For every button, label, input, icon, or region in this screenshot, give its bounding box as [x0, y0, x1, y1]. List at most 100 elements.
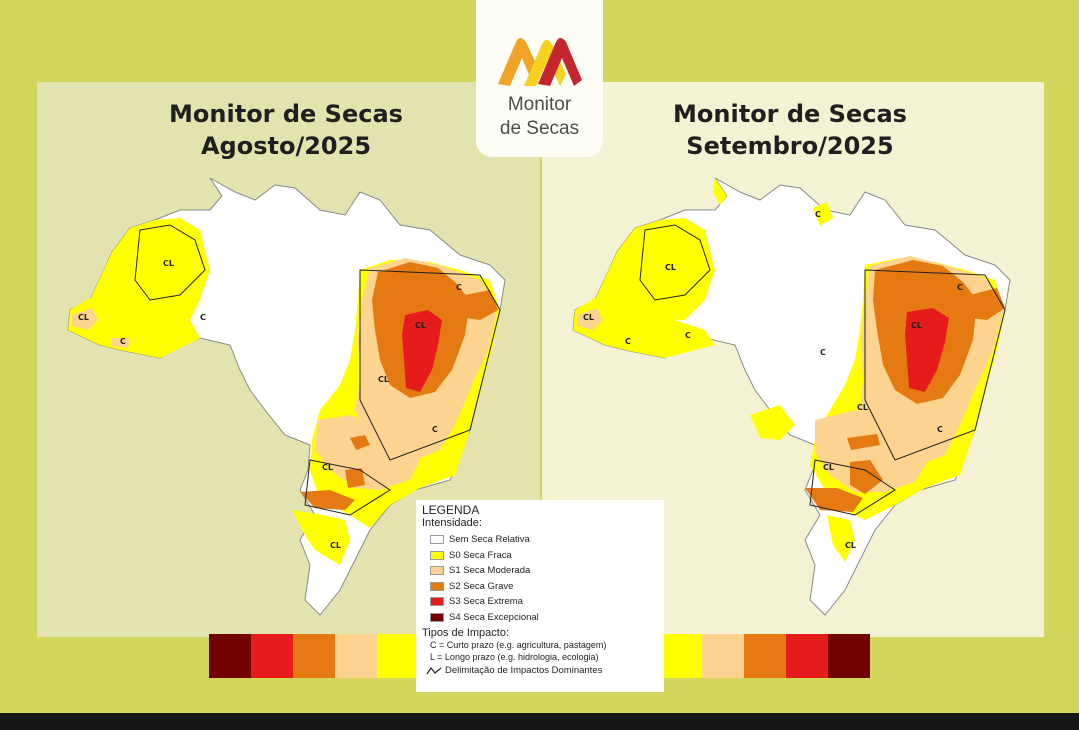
- impact-label-c: C: [200, 313, 206, 322]
- drought-s0-southwest: [750, 405, 795, 440]
- drought-s2-central-2: [345, 468, 365, 488]
- legend-label: S2 Seca Grave: [449, 580, 514, 592]
- legend-delimitation: Delimitação de Impactos Dominantes: [426, 665, 658, 676]
- legend-swatch: [430, 612, 444, 622]
- legend-item-s4: S4 Seca Excepcional: [422, 610, 658, 626]
- legend-impact-short: C = Curto prazo (e.g. agricultura, pasta…: [430, 640, 607, 650]
- legend-label: Sem Seca Relativa: [449, 534, 530, 546]
- impact-boundary-east: [359, 269, 501, 461]
- scale-swatch: [293, 634, 335, 678]
- legend-title: LEGENDA: [422, 503, 480, 517]
- impact-label-cl: CL: [911, 321, 922, 330]
- legend-swatch: [430, 535, 444, 545]
- impact-label-cl: CL: [583, 313, 594, 322]
- impact-label-c: C: [820, 348, 826, 357]
- impact-boundary-south: [304, 459, 391, 516]
- impact-label-c: C: [456, 283, 462, 292]
- legend-swatch: [430, 550, 444, 560]
- legend-swatch: [430, 597, 444, 607]
- impact-label-cl: CL: [378, 375, 389, 384]
- map-title-august: Monitor de Secas Agosto/2025: [136, 98, 436, 162]
- scale-swatch: [660, 634, 702, 678]
- impact-label-cl: CL: [415, 321, 426, 330]
- map-title-september-line1: Monitor de Secas: [673, 100, 907, 128]
- drought-s0-south: [292, 510, 350, 565]
- drought-s1-central: [815, 410, 927, 492]
- map-title-september-line2: Setembro/2025: [686, 132, 894, 160]
- drought-s0-roraima: [713, 178, 727, 205]
- drought-s0-amapa: [813, 202, 833, 226]
- impact-boundary-south: [809, 459, 896, 516]
- scale-swatch: [786, 634, 828, 678]
- impact-boundary-cl-north: [134, 224, 206, 301]
- logo-line-2: de Secas: [499, 118, 580, 139]
- legend-swatch: [430, 581, 444, 591]
- impact-label-c: C: [815, 210, 821, 219]
- legend-label: S4 Seca Excepcional: [449, 611, 539, 623]
- legend-label: S3 Seca Extrema: [449, 596, 523, 608]
- impact-label-c: C: [120, 337, 126, 346]
- drought-s0-west: [68, 298, 200, 358]
- legend: LEGENDA Intensidade: Sem Seca Relativa S…: [416, 500, 664, 692]
- scale-swatch: [251, 634, 293, 678]
- monitor-de-secas-logo-icon: [498, 38, 582, 86]
- map-title-september: Monitor de Secas Setembro/2025: [640, 98, 940, 162]
- drought-s1-acre: [112, 338, 130, 348]
- impact-label-cl: CL: [665, 263, 676, 272]
- legend-impact-heading: Tipos de Impacto:: [422, 627, 510, 639]
- color-scale-left: [209, 634, 419, 678]
- impact-label-cl: CL: [322, 463, 333, 472]
- drought-map-august: CL CL C C CL C CL C CL CL: [67, 177, 506, 616]
- legend-label: S0 Seca Fraca: [449, 549, 512, 561]
- logo-card: Monitor de Secas: [476, 0, 603, 157]
- impact-label-cl: CL: [330, 541, 341, 550]
- legend-label: S1 Seca Moderada: [449, 565, 531, 577]
- impact-boundary-cl-north: [639, 224, 711, 301]
- scale-swatch: [377, 634, 419, 678]
- scale-swatch: [744, 634, 786, 678]
- impact-label-c: C: [432, 425, 438, 434]
- drought-s0-south: [827, 515, 855, 562]
- scale-swatch: [209, 634, 251, 678]
- impact-label-cl: CL: [823, 463, 834, 472]
- legend-item-s0: S0 Seca Fraca: [422, 548, 658, 564]
- drought-s3-core: [905, 308, 949, 392]
- drought-s2-ceara: [970, 288, 1005, 320]
- legend-item-none: Sem Seca Relativa: [422, 532, 658, 548]
- impact-label-c: C: [625, 337, 631, 346]
- boundary-line-icon: [426, 666, 442, 674]
- drought-s2-south: [300, 490, 355, 510]
- scale-swatch: [702, 634, 744, 678]
- impact-label-cl: CL: [163, 259, 174, 268]
- drought-s1-central: [315, 415, 420, 490]
- scale-swatch: [335, 634, 377, 678]
- color-scale-right: [660, 634, 870, 678]
- drought-s2-central-1: [847, 434, 880, 450]
- drought-s0-west: [573, 298, 715, 358]
- impact-label-c: C: [937, 425, 943, 434]
- bottom-bar: [0, 713, 1079, 730]
- legend-impact-long: L = Longo prazo (e.g. hidrologia, ecolog…: [430, 652, 599, 662]
- legend-item-s1: S1 Seca Moderada: [422, 563, 658, 579]
- impact-label-cl: CL: [845, 541, 856, 550]
- impact-label-c: C: [957, 283, 963, 292]
- impact-label-cl: CL: [78, 313, 89, 322]
- legend-item-s2: S2 Seca Grave: [422, 579, 658, 595]
- map-title-august-line1: Monitor de Secas: [169, 100, 403, 128]
- legend-swatch: [430, 566, 444, 576]
- drought-s1-west: [577, 308, 603, 330]
- impact-boundary-east: [864, 269, 1006, 461]
- legend-delimitation-label: Delimitação de Impactos Dominantes: [445, 665, 603, 676]
- drought-s2-ceara: [465, 290, 498, 320]
- drought-s2-central-1: [350, 435, 370, 450]
- drought-s3-core: [402, 310, 442, 392]
- scale-swatch: [828, 634, 870, 678]
- legend-item-s3: S3 Seca Extrema: [422, 594, 658, 610]
- drought-s0-north: [90, 218, 210, 330]
- drought-s2-south: [805, 488, 863, 512]
- drought-s1-west: [72, 308, 98, 330]
- drought-map-september: CL CL C C C C CL C CL C CL CL: [572, 177, 1011, 616]
- map-title-august-line2: Agosto/2025: [200, 132, 372, 160]
- legend-intensity-heading: Intensidade:: [422, 517, 482, 529]
- impact-label-cl: CL: [857, 403, 868, 412]
